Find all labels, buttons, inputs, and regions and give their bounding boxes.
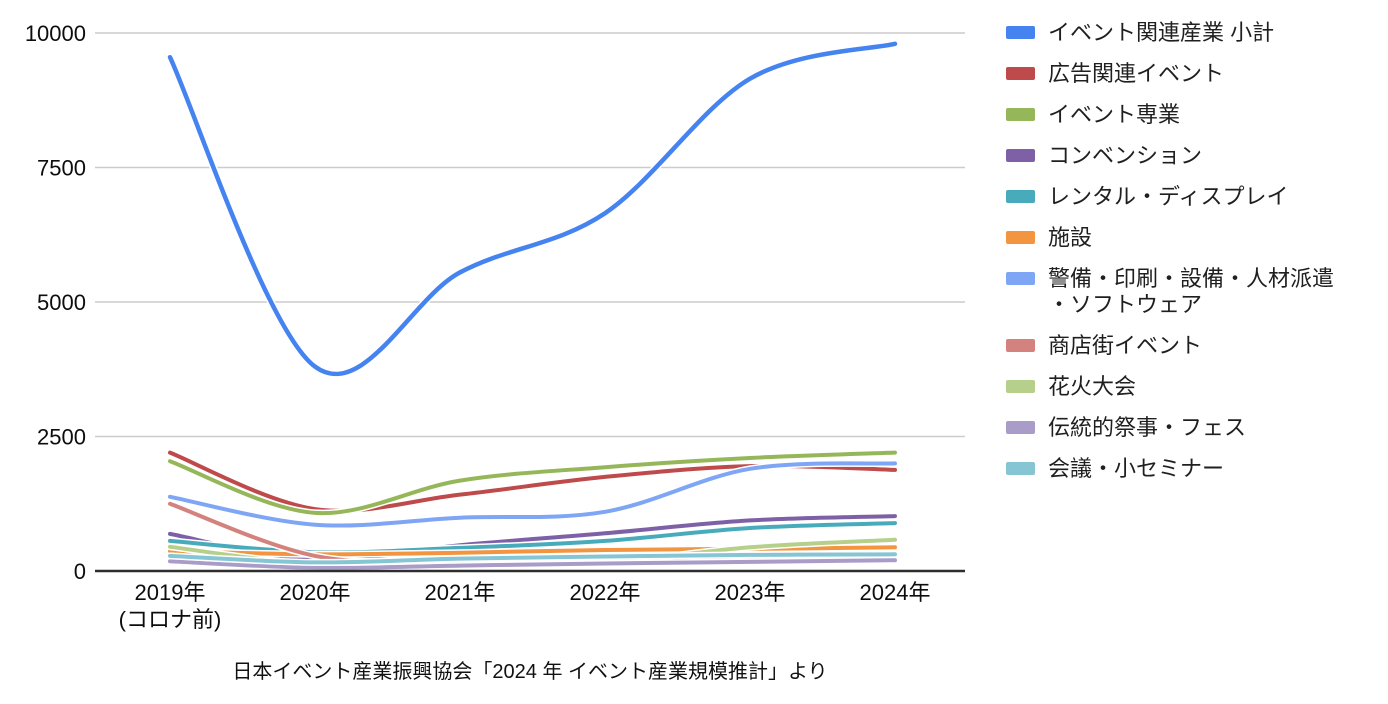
y-tick-label: 0	[74, 559, 86, 584]
series-line-10[interactable]	[168, 552, 897, 565]
x-tick-label: 2019年	[135, 580, 206, 605]
legend-swatch-icon	[1006, 231, 1035, 244]
chart-legend: イベント関連産業 小計 広告関連イベント イベント専業 コンベンションレンタル・ディス…	[1006, 20, 1378, 497]
y-tick-label: 2500	[37, 425, 86, 450]
legend-item-8[interactable]: 花火大会	[1006, 374, 1378, 400]
legend-label: 商店街イベント	[1048, 333, 1203, 358]
legend-item-10[interactable]: 会議・小セミナー	[1006, 456, 1378, 482]
legend-swatch-icon	[1006, 339, 1035, 352]
series-line-6[interactable]	[168, 461, 897, 528]
line-chart-canvas: 0 2500 5000 7500 10000 2019年(コロナ前) 2020年 2021年 2…	[25, 21, 965, 632]
legend-item-5[interactable]: 施設	[1006, 225, 1378, 251]
legend-item-2[interactable]: イベント専業	[1006, 102, 1378, 128]
legend-item-7[interactable]: 商店街イベント	[1006, 333, 1378, 359]
legend-swatch-icon	[1006, 462, 1035, 475]
legend-swatch-icon	[1006, 26, 1035, 39]
legend-item-9[interactable]: 伝統的祭事・フェス	[1006, 415, 1378, 441]
x-tick-label: 2022年	[570, 580, 641, 605]
y-tick-label: 10000	[25, 21, 86, 46]
legend-swatch-icon	[1006, 421, 1035, 434]
legend-swatch-icon	[1006, 380, 1035, 393]
x-tick-label: 2024年	[860, 580, 931, 605]
x-tick-label: 2023年	[715, 580, 786, 605]
y-tick-label: 5000	[37, 290, 86, 315]
series-line-9[interactable]	[168, 558, 897, 570]
legend-item-3[interactable]: コンベンション	[1006, 143, 1378, 169]
legend-item-6[interactable]: 警備・印刷・設備・人材派遣 ・ソフトウェア	[1006, 266, 1378, 318]
series-line-0[interactable]	[167, 41, 898, 377]
legend-label: 施設	[1048, 225, 1093, 250]
legend-swatch-icon	[1006, 272, 1035, 285]
legend-swatch-icon	[1006, 149, 1035, 162]
legend-label: イベント専業	[1048, 102, 1181, 127]
legend-label: 会議・小セミナー	[1048, 456, 1225, 481]
legend-item-1[interactable]: 広告関連イベント	[1006, 61, 1378, 87]
legend-swatch-icon	[1006, 108, 1035, 121]
source-caption: 日本イベント産業振興協会「2024 年 イベント産業規模推計」より	[232, 661, 828, 683]
legend-label: 花火大会	[1048, 374, 1137, 399]
legend-swatch-icon	[1006, 190, 1035, 203]
legend-label: 広告関連イベント	[1048, 61, 1225, 86]
y-tick-label: 7500	[37, 156, 86, 181]
series-line-2[interactable]	[168, 450, 897, 516]
x-tick-label: 2020年	[280, 580, 351, 605]
legend-label: イベント関連産業 小計	[1048, 20, 1275, 45]
legend-item-0[interactable]: イベント関連産業 小計	[1006, 20, 1378, 46]
legend-label: 警備・印刷・設備・人材派遣 ・ソフトウェア	[1048, 266, 1335, 317]
legend-item-4[interactable]: レンタル・ディスプレイ	[1006, 184, 1378, 210]
x-tick-label: 2021年	[425, 580, 496, 605]
legend-label: コンベンション	[1048, 143, 1203, 168]
legend-label: レンタル・ディスプレイ	[1048, 184, 1289, 209]
series-line-halo	[166, 40, 899, 378]
legend-label: 伝統的祭事・フェス	[1048, 415, 1247, 440]
legend-swatch-icon	[1006, 67, 1035, 80]
x-tick-sublabel: (コロナ前)	[119, 607, 222, 632]
